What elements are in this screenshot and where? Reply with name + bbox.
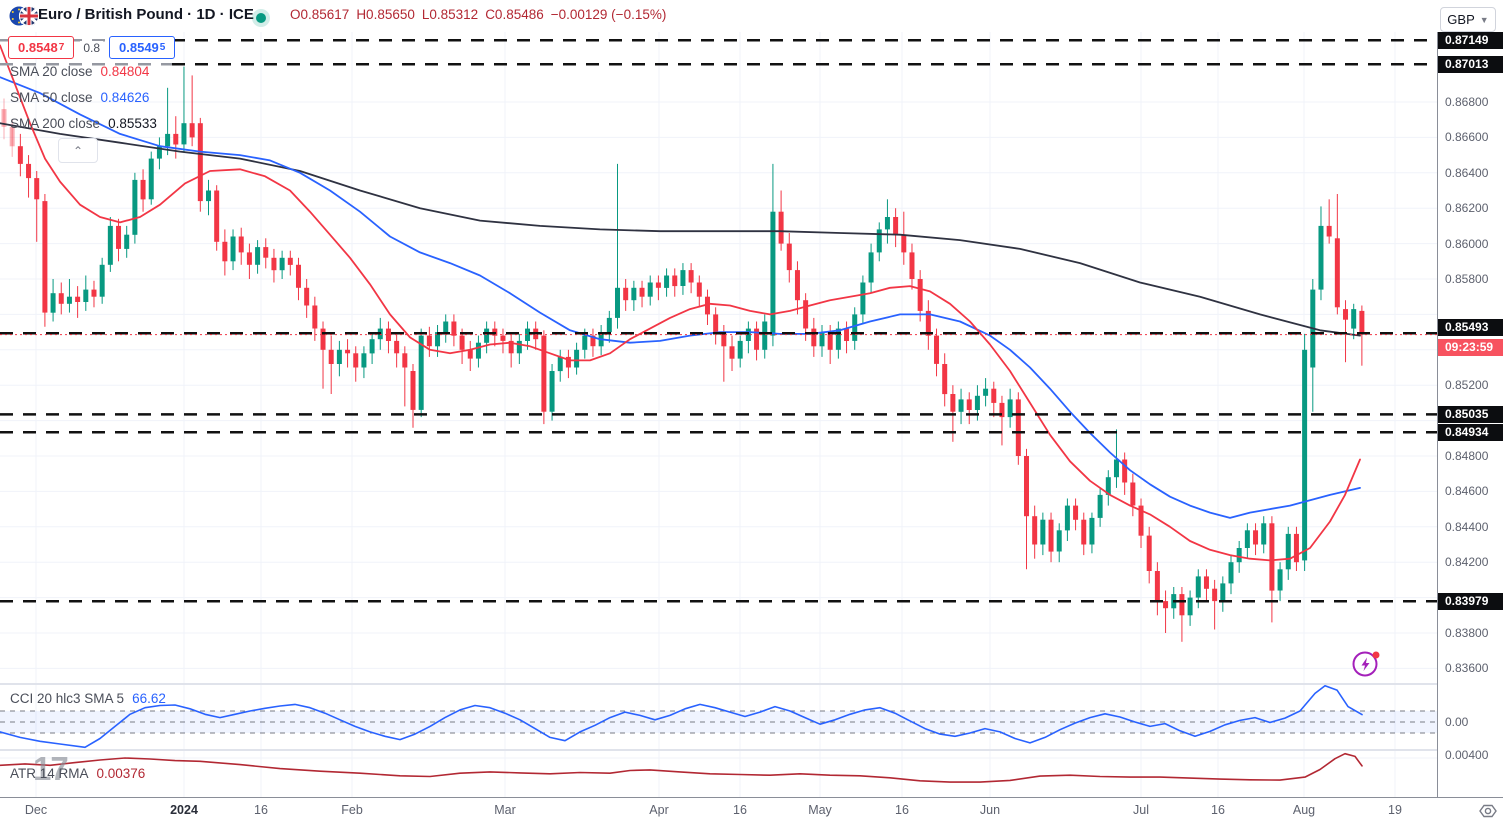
time-tick-label: Mar	[494, 803, 516, 817]
legend-value: 0.00376	[96, 765, 146, 781]
legend-label: SMA 20 close	[10, 63, 93, 79]
atr-tick-label: 0.00400	[1438, 747, 1503, 763]
currency-label: GBP	[1447, 12, 1475, 27]
level-lines	[0, 38, 1437, 603]
symbol-flags-icon	[8, 5, 40, 27]
price-tick-label: 0.86200	[1438, 200, 1503, 217]
chevron-up-icon: ⌃	[72, 143, 84, 158]
legend-value: 0.84626	[100, 89, 150, 105]
time-tick-label: Jul	[1133, 803, 1149, 817]
price-tick-label: 0.85800	[1438, 271, 1503, 287]
atr-pane	[0, 752, 1437, 783]
bar-countdown-chip: 09:23:59	[1438, 338, 1503, 356]
cci-zero-label: 0.00	[1438, 714, 1503, 730]
legend-sma20[interactable]: SMA 20 close 0.84804	[10, 61, 149, 81]
open-value: O0.85617	[290, 7, 350, 22]
time-tick-label: Apr	[649, 803, 669, 817]
ohlc-values: O0.85617 H0.85650 L0.85312 C0.85486 −0.00129…	[290, 7, 673, 22]
level-price-chip: 0.87013	[1438, 55, 1503, 73]
cci-pane	[0, 684, 1437, 749]
legend-value: 0.85533	[108, 115, 157, 131]
bid-price-box[interactable]: 0.8548 7	[8, 36, 75, 59]
time-tick-label: Dec	[24, 803, 48, 817]
price-tick-label: 0.83600	[1438, 660, 1503, 677]
bid-ask-row: 0.8548 7 0.8 0.8549 5	[8, 36, 176, 59]
price-tick-label: 0.86400	[1438, 164, 1503, 181]
price-tick-label: 0.86000	[1438, 235, 1503, 252]
level-price-chip: 0.84934	[1438, 423, 1503, 441]
price-tick-label: 0.84200	[1438, 554, 1503, 571]
market-open-dot-icon[interactable]	[256, 13, 266, 23]
price-tick-label: 0.84800	[1438, 448, 1503, 464]
level-price-chip: 0.87149	[1438, 31, 1503, 49]
time-tick-label: Jun	[979, 803, 1001, 817]
price-axis[interactable]: 0.86800 0.86600 0.86400 0.86200 0.86000 0.858…	[1437, 31, 1503, 797]
legend-sma200[interactable]: SMA 200 close 0.85533	[10, 113, 157, 133]
price-tick-label: 0.86800	[1438, 94, 1503, 110]
legend-label: ATR 14 RMA	[10, 765, 89, 781]
time-tick-label: Feb	[341, 803, 363, 817]
time-tick-label: 2024	[170, 803, 198, 817]
low-value: L0.85312	[421, 7, 479, 22]
legend-atr[interactable]: ATR 14 RMA 0.00376	[10, 763, 145, 783]
candles-layer	[1, 66, 1365, 642]
time-tick-label: Aug	[1292, 803, 1316, 817]
time-tick-label: 16	[895, 803, 909, 817]
level-price-chip: 0.85035	[1438, 405, 1503, 423]
flash-alert-icon[interactable]	[1351, 649, 1381, 684]
legend-label: SMA 200 close	[10, 115, 101, 131]
high-value: H0.85650	[356, 7, 415, 22]
legend-cci[interactable]: CCI 20 hlc3 SMA 5 66.62	[10, 688, 166, 708]
legend-sma50[interactable]: SMA 50 close 0.84626	[10, 87, 149, 107]
sma50-line	[0, 76, 1361, 519]
time-tick-label: 16	[254, 803, 268, 817]
time-tick-label: 19	[1388, 803, 1402, 817]
sma20-line	[0, 44, 1361, 562]
price-tick-label: 0.84400	[1438, 518, 1503, 535]
level-price-chip: 0.83979	[1438, 592, 1503, 610]
time-axis[interactable]: Dec 2024 16 Feb Mar Apr 16 May 16 Jun Jul 16 Aug 19	[0, 797, 1503, 823]
sma200-line	[0, 122, 1361, 337]
tradingview-watermark: 17	[33, 750, 69, 787]
currency-dropdown[interactable]: GBP ▼	[1440, 7, 1496, 32]
price-tick-label: 0.83800	[1438, 625, 1503, 641]
close-value: C0.85486	[485, 7, 544, 22]
axis-settings-icon[interactable]	[1479, 802, 1497, 823]
time-tick-label: May	[808, 803, 832, 817]
price-tick-label: 0.85200	[1438, 377, 1503, 394]
spread-value: 0.8	[80, 40, 104, 55]
legend-label: SMA 50 close	[10, 89, 93, 105]
symbol-header: Euro / British Pound · 1D · ICE O0.85617…	[0, 0, 1503, 32]
legend-value: 66.62	[132, 690, 166, 706]
price-tick-label: 0.86600	[1438, 129, 1503, 146]
collapse-legend-button[interactable]: ⌃	[58, 138, 98, 163]
legend-label: CCI 20 hlc3 SMA 5	[10, 690, 125, 706]
price-tick-label: 0.84600	[1438, 483, 1503, 500]
change-value: −0.00129 (−0.15%)	[550, 7, 667, 22]
level-price-chip: 0.85493	[1438, 318, 1503, 336]
time-tick-label: 16	[733, 803, 747, 817]
chevron-down-icon: ▼	[1479, 14, 1489, 25]
ask-price-box[interactable]: 0.8549 5	[109, 36, 176, 59]
symbol-title[interactable]: Euro / British Pound · 1D · ICE	[38, 6, 254, 23]
legend-value: 0.84804	[100, 63, 150, 79]
time-tick-label: 16	[1211, 803, 1225, 817]
